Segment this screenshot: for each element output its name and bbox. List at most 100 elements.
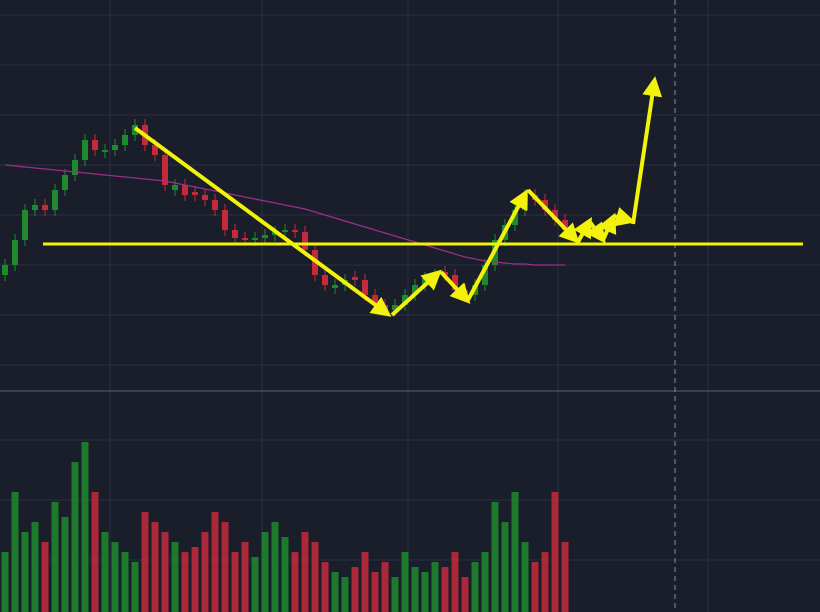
volume-bar [191,547,199,612]
volume-bar [121,552,129,612]
candle-body [292,230,298,232]
candle-body [242,238,248,240]
volume-bar [51,502,59,612]
volume-bar [91,492,99,612]
volume-bar [291,552,299,612]
volume-bar [261,532,269,612]
candle-body [212,200,218,210]
candle-body [232,230,238,238]
volume-bar [61,517,69,612]
candle-body [42,205,48,210]
volume-bar [181,552,189,612]
candle-body [302,232,308,250]
volume-bar [311,542,319,612]
candle-body [482,265,488,285]
volume-bar [231,552,239,612]
candle-body [412,285,418,295]
candle-body [62,175,68,190]
candle-body [362,280,368,295]
candle-body [182,185,188,195]
volume-bar [461,577,469,612]
volume-bar [361,552,369,612]
candle-body [162,155,168,185]
candle-body [222,210,228,230]
volume-bar [541,552,549,612]
volume-bar [11,492,19,612]
moving-average [4,164,565,266]
volume-bar [521,542,529,612]
volume-bar [41,542,49,612]
volume-bar [561,542,569,612]
candle-body [202,195,208,200]
candle-body [52,190,58,210]
volume-bar [141,512,149,612]
volume-bar [251,557,259,612]
volume-bar [321,562,329,612]
volume-bar [551,492,559,612]
volume-bar [511,492,519,612]
volume-bar [431,562,439,612]
volume-bar [371,572,379,612]
candle-body [2,265,8,275]
volume-bar [221,522,229,612]
volume-bar [101,532,109,612]
volume-bar [471,562,479,612]
volume-bar [31,522,39,612]
candle-body [192,192,198,195]
candle-body [72,160,78,175]
volume-bar [21,532,29,612]
volume-bar [171,542,179,612]
volume-bar [161,532,169,612]
volume-bar [131,562,139,612]
volume-bar [331,572,339,612]
volume-bar [441,567,449,612]
candle-body [32,205,38,210]
candle-body [102,150,108,152]
candle-body [12,240,18,265]
volume-bar [391,577,399,612]
volume-bar [211,512,219,612]
volume-bar [481,552,489,612]
volume-bar [401,552,409,612]
volume-bar [411,567,419,612]
volume-bar [201,532,209,612]
candle-body [352,277,358,280]
candle-body [282,230,288,232]
candle-body [252,238,258,240]
candle-body [402,295,408,305]
annotations [43,76,803,317]
candle-body [512,210,518,225]
volume-bar [1,552,9,612]
candle-body [392,305,398,310]
volume-bar [281,537,289,612]
candle-body [152,145,158,155]
volume-bar [531,562,539,612]
volume-bar [111,542,119,612]
volume-bar [81,442,89,612]
volume-bar [501,522,509,612]
candle-body [82,140,88,160]
volume-bar [421,572,429,612]
volume-bar [241,542,249,612]
volume-bar [301,532,309,612]
candle-body [172,185,178,190]
candle-body [112,145,118,150]
candle-body [322,275,328,285]
candle-body [122,135,128,145]
candle-body [22,210,28,240]
candle-body [332,285,338,288]
volume-bar [341,577,349,612]
candle-body [262,235,268,238]
volume-bar [381,562,389,612]
volume-bar [451,552,459,612]
volume-bar [151,522,159,612]
candle-body [92,140,98,150]
volume-bar [271,522,279,612]
volume-bar [351,567,359,612]
volume-bar [71,462,79,612]
plot-area [1,119,569,612]
candle-body [552,210,558,220]
